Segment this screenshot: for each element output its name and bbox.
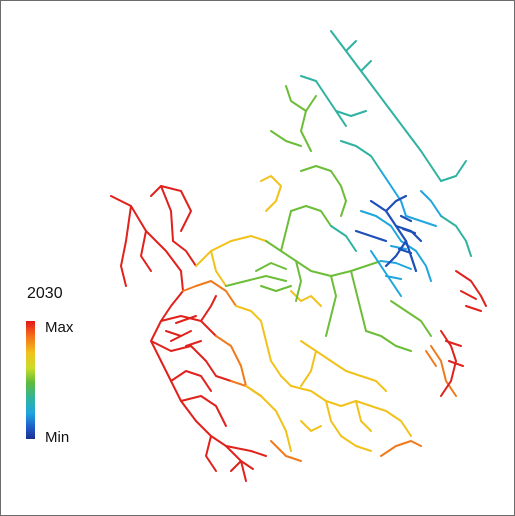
legend-color-bar [26,321,35,439]
network-orange [182,280,457,462]
network-yellow [195,175,412,452]
network-red-east [440,270,487,397]
network-green [225,85,432,352]
legend-max-label: Max [45,319,74,336]
network-teal [300,30,472,257]
network-light-blue [360,170,442,297]
network-blue-core [354,194,423,273]
legend-min-label: Min [45,429,70,446]
legend-title: 2030 [27,285,63,302]
network-red-west [110,185,267,482]
